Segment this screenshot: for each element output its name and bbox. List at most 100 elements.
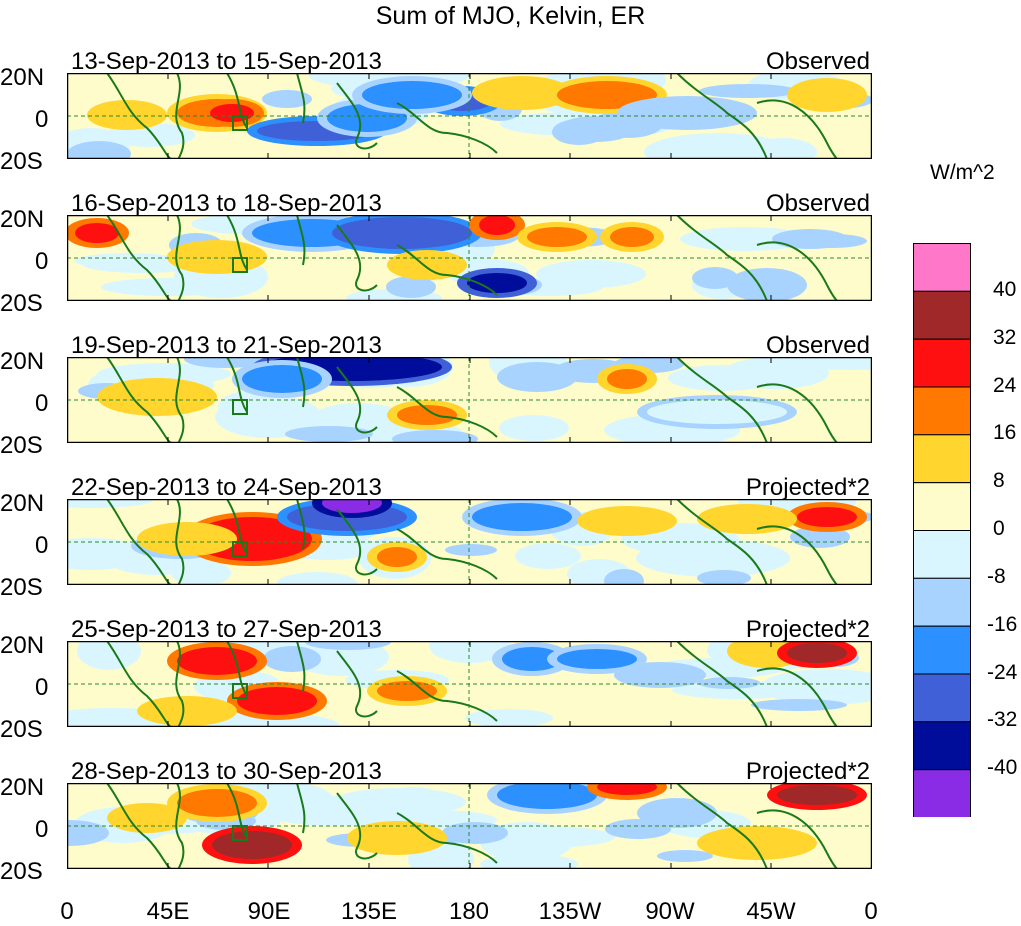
blue-patch — [692, 267, 738, 289]
anomaly-core — [332, 217, 472, 249]
anomaly-core — [357, 826, 437, 850]
colorbar-swatch — [913, 625, 971, 675]
index-box — [232, 257, 248, 273]
coastline — [676, 215, 768, 301]
index-box — [232, 115, 248, 131]
anomaly-core — [797, 507, 857, 527]
figure-title: Sum of MJO, Kelvin, ER — [375, 2, 646, 30]
lon-label-90w: 90W — [645, 898, 695, 925]
anomaly-core — [587, 511, 667, 531]
colorbar-swatch — [913, 386, 971, 436]
colorbar-label: -16 — [987, 613, 1018, 636]
lat-label-20s: 20S — [0, 148, 43, 175]
coastline — [175, 215, 185, 301]
anomaly-map — [67, 783, 872, 869]
anomaly-core — [177, 245, 257, 269]
panel-period: 19-Sep-2013 to 21-Sep-2013 — [71, 332, 382, 359]
coastline — [106, 641, 173, 727]
panel-tag: Projected*2 — [745, 758, 870, 785]
blue-patch — [285, 426, 373, 442]
colorbar-swatch — [913, 530, 971, 579]
colorbar-label: 16 — [993, 421, 1017, 444]
panel-tag: Projected*2 — [745, 474, 870, 501]
lat-label-20n: 20N — [0, 206, 45, 233]
panel-5: 25-Sep-2013 to 27-Sep-2013 Projected*2 20N… — [0, 616, 1021, 743]
anomaly-map — [67, 357, 872, 443]
index-box — [232, 683, 248, 699]
panel-6: 28-Sep-2013 to 30-Sep-2013 Projected*2 20N… — [0, 758, 1021, 885]
index-box — [232, 825, 248, 841]
lat-label-equator: 0 — [35, 816, 49, 843]
coastline — [336, 224, 378, 292]
coastline — [756, 241, 838, 301]
blue-patch — [67, 141, 131, 159]
light-blue-patch — [332, 788, 466, 816]
coastline — [676, 641, 768, 727]
blue-patch — [262, 90, 312, 108]
lat-label-20s: 20S — [0, 858, 43, 885]
anomaly-core — [610, 227, 654, 247]
anomaly-core — [787, 643, 847, 663]
anomaly-core — [75, 223, 119, 243]
coastline — [106, 357, 173, 443]
coastline — [396, 386, 498, 438]
coastline — [396, 102, 498, 154]
anomaly-core — [507, 367, 567, 387]
coastline — [296, 499, 306, 550]
blue-patch — [699, 84, 797, 98]
light-blue-patch — [277, 572, 357, 585]
colorbar-swatch — [913, 243, 971, 292]
light-blue-patch — [77, 641, 141, 670]
anomaly-core — [242, 365, 322, 393]
lat-label-20n: 20N — [0, 490, 45, 517]
lat-label-20n: 20N — [0, 774, 45, 801]
lat-label-equator: 0 — [35, 248, 49, 275]
lat-label-20n: 20N — [0, 348, 45, 375]
coastline — [396, 812, 498, 864]
colorbar-swatches — [913, 243, 971, 819]
anomaly-core — [502, 647, 562, 671]
coastline — [396, 670, 498, 722]
anomaly-map — [67, 73, 872, 159]
lon-label-90e: 90E — [247, 898, 291, 925]
coastline — [756, 525, 838, 585]
blue-patch — [697, 570, 751, 585]
blue-patch — [558, 116, 634, 142]
panel-4: 22-Sep-2013 to 24-Sep-2013 Projected*2 20N… — [0, 474, 1021, 601]
light-blue-patch — [760, 669, 872, 705]
anomaly-map — [67, 499, 872, 585]
panel-period: 13-Sep-2013 to 15-Sep-2013 — [71, 48, 382, 75]
coastline — [756, 99, 838, 159]
colorbar-swatch — [913, 290, 971, 340]
anomaly-map — [67, 641, 872, 727]
anomaly-core — [527, 227, 587, 247]
light-blue-patch — [429, 641, 511, 663]
panel-3: 19-Sep-2013 to 21-Sep-2013 Observed 20N 0 20… — [0, 332, 1021, 459]
anomaly-core — [737, 273, 797, 297]
colorbar-label: 32 — [993, 326, 1017, 349]
blue-patch — [751, 699, 847, 711]
anomaly-core — [479, 215, 515, 235]
coastline — [106, 499, 173, 585]
blue-patch — [797, 234, 867, 248]
anomaly-core — [482, 81, 562, 105]
colorbar-label: -8 — [987, 565, 1006, 588]
colorbar-swatch — [913, 577, 971, 627]
anomaly-core — [777, 785, 857, 805]
anomaly-core — [147, 527, 227, 551]
lon-label-45w: 45W — [746, 898, 796, 925]
anomaly-core — [237, 687, 317, 715]
colorbar-swatch — [913, 769, 971, 819]
coastline — [756, 667, 838, 727]
coastline — [296, 641, 306, 692]
lon-label-0-end: 0 — [864, 898, 878, 925]
anomaly-core — [147, 701, 227, 721]
blue-patch — [614, 662, 706, 688]
light-blue-patch — [499, 415, 569, 441]
coastline — [175, 357, 185, 443]
blue-patch — [657, 850, 713, 862]
coastline — [106, 783, 173, 869]
anomaly-core — [212, 831, 292, 859]
panel-tag: Observed — [765, 48, 870, 75]
blue-patch — [442, 822, 508, 844]
